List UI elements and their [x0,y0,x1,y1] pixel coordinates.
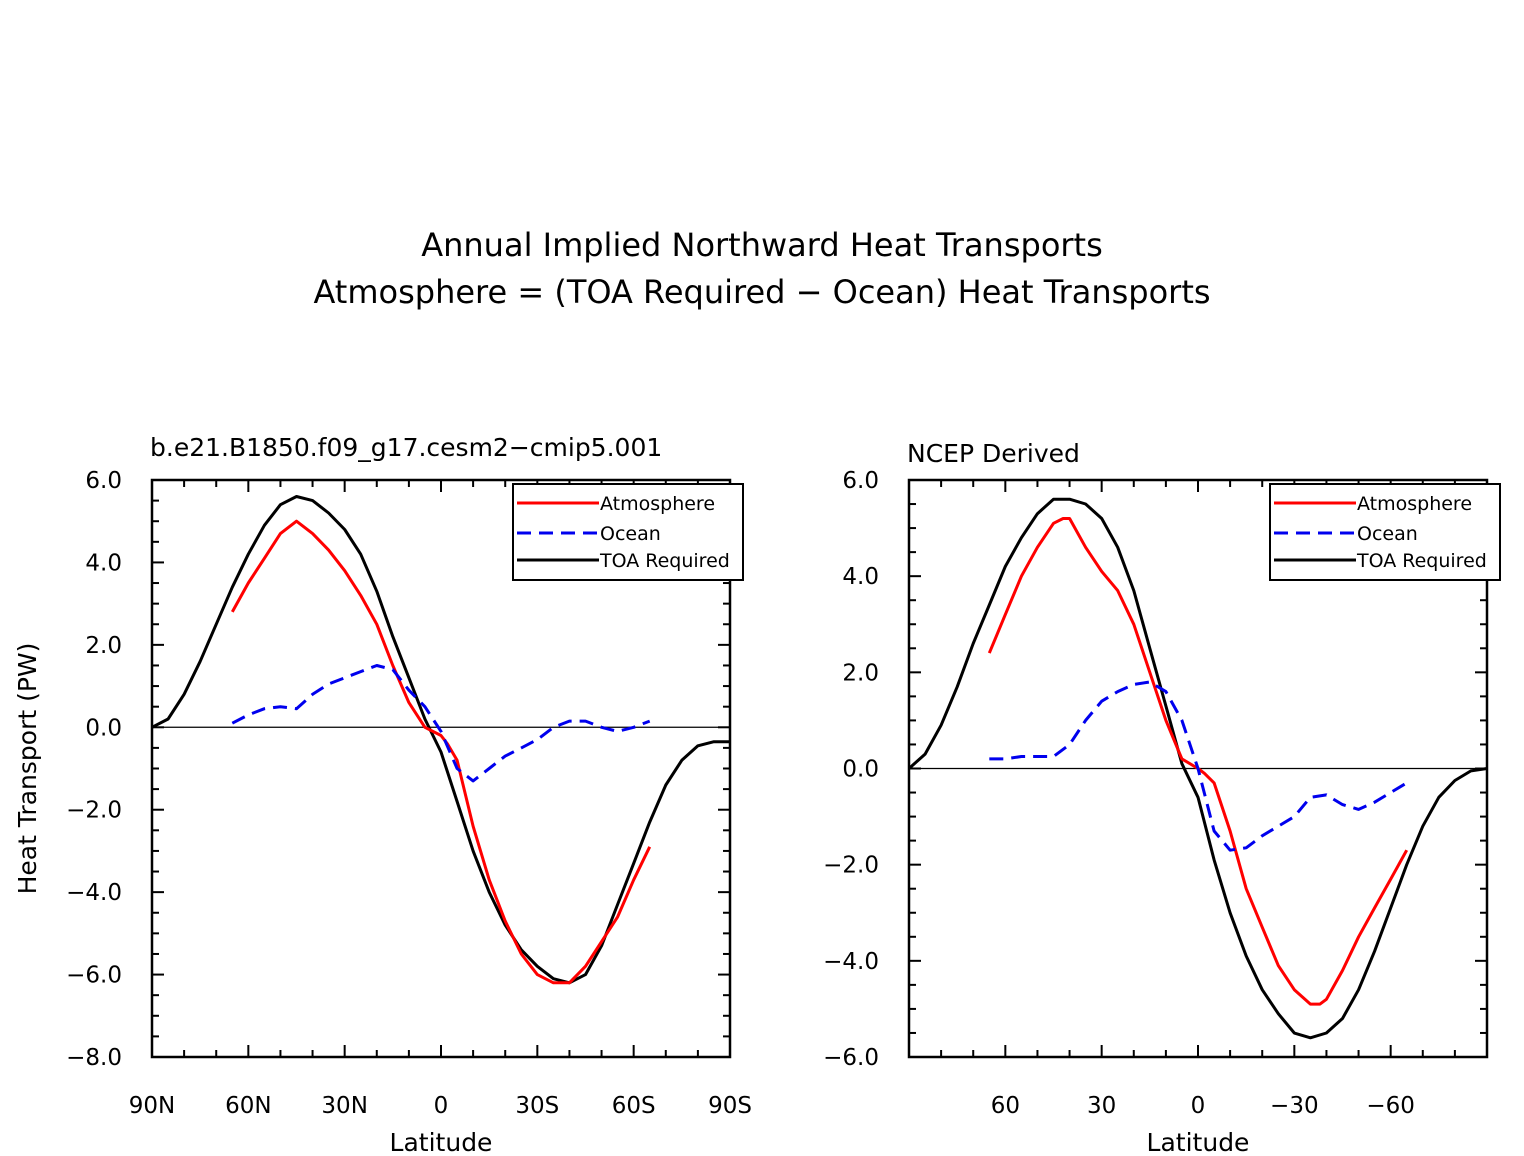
series-toa-required [908,497,1488,1040]
y-tick-label: 6.0 [85,468,122,494]
legend: Atmosphere Ocean TOA Required [1269,483,1501,581]
panel-title: b.e21.B1850.f09_g17.cesm2−cmip5.001 [150,433,662,462]
series-line-atmosphere [230,519,652,985]
x-tick-label: 30S [515,1093,559,1119]
panel-title: NCEP Derived [907,439,1080,468]
legend-label-atmosphere: Atmosphere [1357,493,1472,515]
y-tick-label: 2.0 [842,660,879,686]
x-tick-label: 90S [708,1093,752,1119]
y-tick-label: 4.0 [85,550,122,576]
x-tick-label: −30 [1270,1093,1319,1119]
y-tick-label: −4.0 [823,949,879,975]
x-axis-label: Latitude [390,1128,493,1156]
y-tick-label: −2.0 [66,798,122,824]
legend-label-ocean: Ocean [600,523,661,545]
x-tick-label: 0 [434,1093,449,1119]
legend-label-toa-required: TOA Required [599,550,730,572]
y-tick-label: 0.0 [842,757,879,783]
y-tick-label: −6.0 [66,963,122,989]
series-line-ocean [989,680,1408,852]
series-line-toa-required [908,497,1488,1040]
series-line-toa-required [151,495,730,985]
series-toa-required [151,495,731,985]
series-ocean [231,664,651,783]
legend-box [1269,483,1501,581]
y-tick-label: 0.0 [85,715,122,741]
legend-label-atmosphere: Atmosphere [600,493,715,515]
y-tick-label: 4.0 [842,564,879,590]
x-tick-label: 60S [612,1093,656,1119]
y-tick-label: −2.0 [823,853,879,879]
x-tick-label: 0 [1191,1093,1206,1119]
figure-title-line2: Atmosphere = (TOA Required − Ocean) Heat… [313,273,1210,311]
y-tick-label: −6.0 [823,1045,879,1071]
x-tick-label: 30 [1087,1093,1116,1119]
y-tick-label: −8.0 [66,1045,122,1071]
series-ocean [989,680,1408,852]
series-atmosphere [987,517,1409,1006]
y-tick-label: 6.0 [842,468,879,494]
x-tick-label: 90N [129,1093,175,1119]
x-tick-label: −60 [1366,1093,1415,1119]
legend: Atmosphere Ocean TOA Required [512,483,744,581]
x-tick-label: 60 [991,1093,1020,1119]
y-tick-label: 2.0 [85,633,122,659]
figure-title-line1: Annual Implied Northward Heat Transports [421,226,1103,264]
panel-model: 6.0 4.0 2.0 0.0 −2.0 −4.0 −6.0 −8.0 90N 60N 30N 0 30… [13,433,752,1156]
series-line-ocean [231,664,651,783]
series-atmosphere [230,519,652,985]
y-axis-label: Heat Transport (PW) [13,643,42,895]
x-tick-label: 60N [225,1093,271,1119]
legend-label-toa-required: TOA Required [1356,550,1487,572]
panel-ncep: 6.0 4.0 2.0 0.0 −2.0 −4.0 −6.0 60 30 0 −30 −60 NCEP … [823,439,1501,1156]
x-axis-label: Latitude [1147,1128,1250,1156]
x-tick-label: 30N [321,1093,367,1119]
legend-label-ocean: Ocean [1357,523,1418,545]
y-tick-label: −4.0 [66,880,122,906]
series-line-atmosphere [987,517,1409,1006]
